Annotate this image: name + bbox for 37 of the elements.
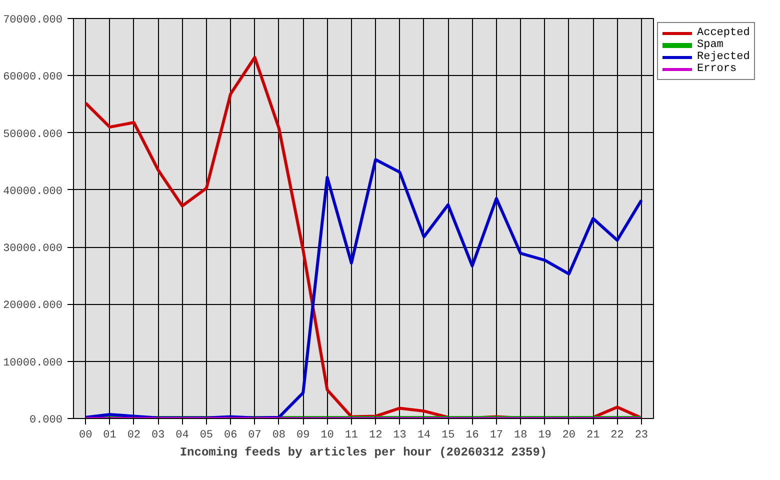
legend-label: Accepted — [697, 27, 750, 39]
x-tick-label: 16 — [466, 430, 479, 442]
x-tick-label: 06 — [224, 430, 238, 442]
y-tick-label: 20000.000 — [3, 300, 63, 312]
x-tick-label: 15 — [441, 430, 455, 442]
x-tick-label: 07 — [248, 430, 262, 442]
x-tick-label: 17 — [490, 430, 504, 442]
x-axis-title: Incoming feeds by articles per hour (20260312 2359) — [180, 446, 548, 460]
x-tick-label: 01 — [103, 430, 117, 442]
legend-label: Rejected — [697, 51, 750, 63]
x-tick-label: 08 — [272, 430, 286, 442]
x-tick-label: 10 — [320, 430, 334, 442]
x-tick-label: 23 — [634, 430, 648, 442]
x-tick-label: 14 — [417, 430, 431, 442]
x-tick-label: 09 — [296, 430, 310, 442]
x-tick-label: 13 — [393, 430, 406, 442]
legend-label: Errors — [697, 63, 737, 75]
x-tick-label: 04 — [176, 430, 190, 442]
y-tick-label: 10000.000 — [3, 357, 63, 370]
y-tick-label: 60000.000 — [3, 72, 63, 84]
x-tick-label: 21 — [586, 430, 600, 442]
x-tick-label: 22 — [610, 430, 624, 442]
y-tick-label: 30000.000 — [3, 243, 63, 256]
x-tick-label: 11 — [344, 430, 358, 442]
x-tick-label: 12 — [368, 430, 382, 442]
x-tick-label: 03 — [151, 430, 165, 442]
legend-label: Spam — [697, 39, 724, 51]
x-tick-label: 05 — [200, 430, 214, 442]
x-tick-label: 02 — [127, 430, 141, 442]
x-tick-label: 19 — [538, 430, 552, 442]
x-tick-label: 18 — [514, 430, 528, 442]
y-tick-label: 40000.000 — [3, 186, 63, 198]
y-tick-label: 0.000 — [29, 414, 63, 426]
y-tick-label: 50000.000 — [3, 128, 63, 141]
x-tick-label: 00 — [78, 430, 92, 442]
x-tick-label: 20 — [562, 430, 576, 442]
y-tick-label: 70000.000 — [3, 14, 63, 26]
